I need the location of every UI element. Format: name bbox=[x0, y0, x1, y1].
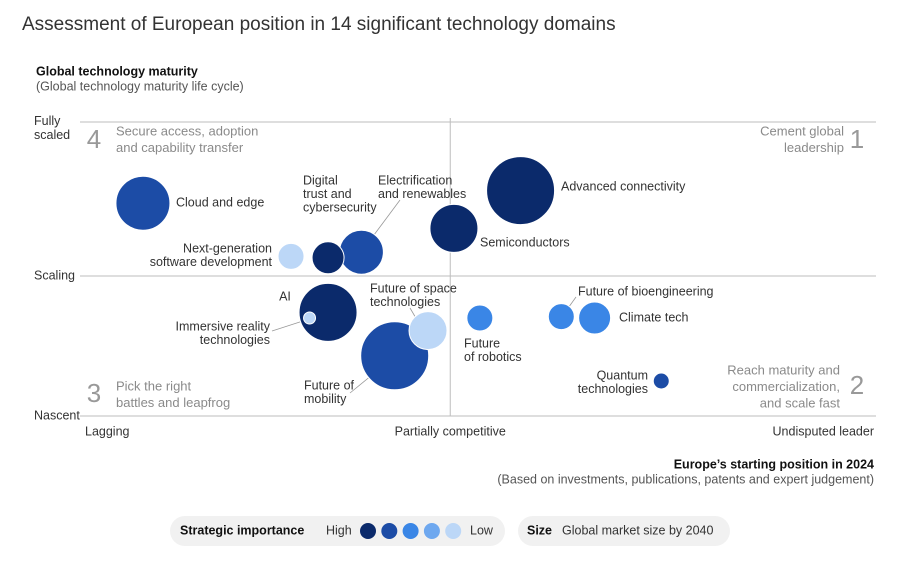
legend-title: Strategic importance bbox=[180, 523, 304, 537]
bubble bbox=[277, 242, 305, 270]
y-axis-title: Global technology maturity bbox=[36, 64, 198, 78]
y-tick-label: Scaling bbox=[34, 268, 75, 282]
bubble bbox=[652, 372, 670, 390]
quadrant-label: battles and leapfrog bbox=[116, 395, 230, 410]
bubble-label: technologies bbox=[578, 382, 648, 396]
bubble bbox=[429, 203, 479, 253]
bubble-label: Future of bioengineering bbox=[578, 284, 714, 298]
x-tick-label: Partially competitive bbox=[395, 424, 506, 438]
quadrant-label: leadership bbox=[784, 140, 844, 155]
bubble-label: Electrification bbox=[378, 173, 452, 187]
bubble-label: Climate tech bbox=[619, 310, 689, 324]
x-tick-label: Lagging bbox=[85, 424, 130, 438]
quadrant-number: 2 bbox=[850, 370, 864, 400]
y-axis-subtitle: (Global technology maturity life cycle) bbox=[36, 79, 244, 93]
bubble bbox=[547, 303, 575, 331]
legend-swatch bbox=[381, 523, 398, 539]
bubble bbox=[466, 304, 494, 332]
bubble bbox=[298, 282, 358, 342]
y-tick-label: Nascent bbox=[34, 408, 80, 422]
bubble-label: Immersive reality bbox=[176, 319, 271, 333]
x-tick-label: Undisputed leader bbox=[773, 424, 874, 438]
legend-high: High bbox=[326, 523, 352, 537]
y-tick-label: Fully scaled bbox=[34, 114, 70, 142]
bubble-label: Next-generation bbox=[183, 241, 272, 255]
legend-swatch bbox=[445, 523, 462, 539]
bubble-label: of robotics bbox=[464, 350, 522, 364]
legend-swatch bbox=[423, 523, 440, 539]
bubble-label: Cloud and edge bbox=[176, 195, 264, 209]
quadrant-label: Secure access, adoption bbox=[116, 123, 258, 138]
bubble-label: technologies bbox=[200, 333, 270, 347]
size-legend-title: Size bbox=[527, 523, 552, 537]
quadrant-label: and scale fast bbox=[760, 395, 841, 410]
bubble-label: Quantum bbox=[597, 368, 648, 382]
bubble bbox=[311, 241, 345, 275]
chart-title: Assessment of European position in 14 si… bbox=[22, 14, 616, 35]
bubble-label: mobility bbox=[304, 392, 347, 406]
quadrant-number: 3 bbox=[87, 378, 101, 408]
bubble bbox=[303, 311, 317, 325]
legend-box bbox=[518, 516, 730, 546]
size-legend-label: Global market size by 2040 bbox=[562, 523, 714, 537]
x-axis-title: Europe’s starting position in 2024 bbox=[674, 457, 874, 471]
legend-low: Low bbox=[470, 523, 494, 537]
bubble bbox=[115, 175, 171, 231]
bubble-label: AI bbox=[279, 289, 291, 303]
bubble-label: and renewables bbox=[378, 187, 466, 201]
bubble-label: technologies bbox=[370, 295, 440, 309]
bubble-label: Future bbox=[464, 336, 500, 350]
bubble bbox=[338, 229, 384, 275]
bubble-label: Future of space bbox=[370, 281, 457, 295]
quadrant-number: 4 bbox=[87, 124, 101, 154]
bubble-label: Future of bbox=[304, 378, 355, 392]
quadrant-label: commercialization, bbox=[732, 379, 840, 394]
quadrant-label: Pick the right bbox=[116, 378, 192, 393]
bubble-label: Advanced connectivity bbox=[561, 179, 686, 193]
legend-box bbox=[170, 516, 505, 546]
bubble bbox=[578, 301, 612, 335]
quadrant-label: Reach maturity and bbox=[727, 362, 840, 377]
bubble bbox=[486, 156, 556, 226]
bubble-label: trust and bbox=[303, 187, 352, 201]
quadrant-label: Cement global bbox=[760, 123, 844, 138]
quadrant-number: 1 bbox=[850, 124, 864, 154]
bubble bbox=[408, 311, 448, 351]
legend-swatch bbox=[402, 523, 419, 539]
bubble-label: software development bbox=[150, 255, 273, 269]
bubble-label: Digital bbox=[303, 173, 338, 187]
legend-swatch bbox=[360, 523, 376, 539]
bubble-label: cybersecurity bbox=[303, 200, 377, 214]
quadrant-label: and capability transfer bbox=[116, 140, 244, 155]
x-axis-subtitle: (Based on investments, publications, pat… bbox=[497, 472, 874, 486]
bubble-label: Semiconductors bbox=[480, 235, 570, 249]
